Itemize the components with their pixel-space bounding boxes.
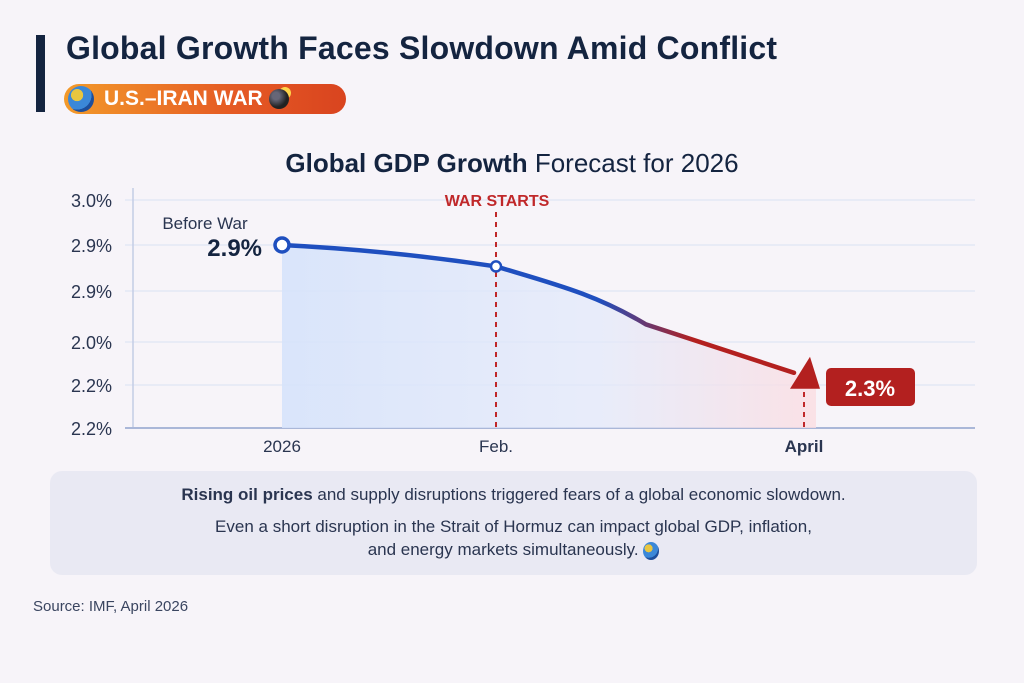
point-feb: [489, 260, 503, 273]
y-tick-label: 2.0%: [71, 333, 112, 353]
page-title: Global Growth Faces Slowdown Amid Confli…: [66, 30, 778, 66]
chart-title-rest: Forecast for 2026: [527, 148, 739, 178]
arrow-head: [790, 356, 820, 389]
topic-badge: U.S.–IRAN WAR: [64, 84, 346, 114]
x-tick-label: Feb.: [479, 437, 513, 456]
before-war-label: Before War: [162, 214, 248, 233]
accent-bar: [36, 35, 45, 112]
note-line-3: and energy markets simultaneously.: [367, 540, 639, 559]
x-tick-label: 2026: [263, 437, 301, 456]
note-line-1: Rising oil prices and supply disruptions…: [50, 485, 977, 505]
before-war-value: 2.9%: [207, 235, 262, 262]
chart-title-bold: Global GDP Growth: [285, 148, 528, 178]
war-starts-label: WAR STARTS: [445, 193, 550, 210]
globe-icon: [68, 86, 94, 112]
bomb-icon: [268, 89, 289, 109]
globe-icon: [643, 541, 660, 560]
point-2026: [273, 236, 291, 254]
note-line-2: Even a short disruption in the Strait of…: [215, 517, 812, 536]
y-tick-label: 3.0%: [71, 191, 112, 211]
note-line-3-wrap: and energy markets simultaneously.: [50, 540, 977, 560]
note-line-1-rest: and supply disruptions triggered fears o…: [312, 485, 846, 504]
y-tick-label: 2.2%: [71, 419, 112, 439]
y-tick-label: 2.9%: [71, 282, 112, 302]
end-value: 2.3%: [845, 376, 895, 401]
end-value-box: [826, 368, 915, 406]
y-tick-label: 2.2%: [71, 376, 112, 396]
area-fill: [282, 245, 816, 428]
note-bold: Rising oil prices: [181, 485, 313, 504]
chart-title: Global GDP Growth Forecast for 2026: [0, 148, 1024, 179]
badge-label: U.S.–IRAN WAR: [104, 87, 263, 110]
y-tick-label: 2.9%: [71, 236, 112, 256]
context-note: Rising oil prices and supply disruptions…: [50, 471, 977, 575]
source-note: Source: IMF, April 2026: [33, 598, 189, 615]
x-tick-label: April: [785, 437, 824, 456]
